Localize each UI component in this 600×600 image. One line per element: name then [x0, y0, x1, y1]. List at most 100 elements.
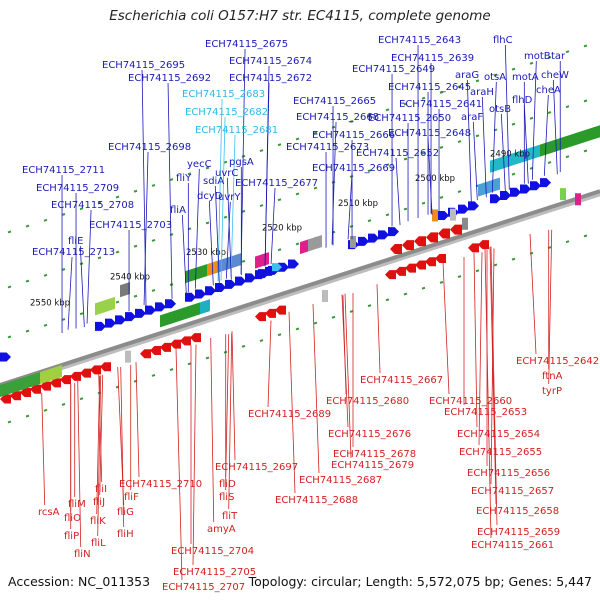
feature-marker: [462, 217, 468, 230]
label-leader-line: [331, 121, 337, 245]
upper-track-marker: [295, 242, 300, 246]
reverse-gene-arrow: [390, 244, 402, 255]
label-leader-line: [484, 248, 492, 539]
feature-block: [40, 364, 62, 385]
gene-label-forward: ECH74115_2666: [312, 130, 395, 141]
forward-gene-arrow: [95, 321, 106, 331]
feature-marker: [350, 235, 356, 248]
feature-marker: [432, 209, 438, 222]
label-leader-line: [267, 320, 272, 408]
feature-block: [120, 282, 130, 298]
upper-track-marker: [61, 268, 66, 271]
label-leader-line: [97, 375, 102, 537]
kbp-tick-label: 2520 kbp: [262, 223, 302, 233]
label-leader-line: [478, 252, 483, 446]
upper-track-marker: [439, 195, 444, 199]
forward-gene-arrow: [438, 211, 449, 221]
gene-label-forward: ECH74115_2711: [22, 165, 105, 176]
gene-label-reverse: amyA: [207, 524, 236, 535]
label-leader-line: [120, 367, 125, 528]
label-leader-line: [217, 98, 223, 282]
lower-track-marker: [565, 240, 570, 244]
gene-label-reverse: fliG: [117, 507, 134, 518]
forward-gene-arrow: [258, 269, 269, 279]
label-leader-line: [500, 113, 506, 192]
forward-gene-arrow: [215, 283, 226, 293]
gene-label-reverse: fliT: [222, 511, 238, 522]
upper-track-marker: [547, 111, 552, 114]
gene-label-forward: ECH74115_2639: [391, 53, 474, 64]
upper-track-marker: [583, 99, 588, 103]
gene-label-reverse: ECH74115_2655: [459, 447, 542, 458]
gene-label-forward: araG: [455, 70, 479, 81]
upper-track-marker: [133, 244, 138, 248]
gene-label-reverse: ECH74115_2704: [171, 546, 254, 557]
upper-track-marker: [421, 151, 426, 155]
label-leader-line: [230, 134, 236, 278]
gene-label-reverse: fliJ: [93, 497, 105, 508]
gene-label-forward: flhC: [493, 35, 513, 46]
upper-track-marker: [511, 67, 516, 71]
lower-track-marker: [313, 321, 318, 325]
reverse-gene-arrow: [70, 371, 81, 381]
forward-gene-arrow: [155, 302, 166, 312]
gene-label-forward: ECH74115_2645: [388, 82, 471, 93]
gene-label-reverse: fliF: [124, 492, 139, 503]
forward-gene-arrow: [205, 286, 216, 296]
feature-marker: [322, 289, 328, 302]
upper-track-marker: [205, 166, 210, 170]
gene-label-forward: araF: [461, 112, 483, 123]
forward-gene-arrow: [145, 305, 156, 315]
upper-track-marker: [475, 79, 480, 83]
gene-label-forward: fliE: [68, 236, 83, 247]
reverse-gene-arrow: [425, 257, 436, 267]
gene-label-forward: ECH74115_2709: [36, 183, 119, 194]
label-leader-line: [466, 79, 472, 203]
gene-label-forward: ECH74115_2641: [399, 99, 482, 110]
reverse-gene-arrow: [275, 305, 286, 315]
gene-label-reverse: ECH74115_2658: [476, 506, 559, 517]
label-leader-line: [552, 79, 558, 175]
gene-label-forward: motA: [512, 72, 539, 83]
reverse-gene-arrow: [190, 333, 201, 343]
gene-label-reverse: ECH74115_2659: [477, 527, 560, 538]
gene-label-forward: cheA: [536, 85, 561, 96]
label-leader-line: [543, 94, 549, 176]
forward-gene-arrow: [195, 289, 206, 299]
label-leader-line: [214, 185, 220, 284]
upper-track-marker: [421, 96, 426, 100]
kbp-tick-label: 2500 kbp: [415, 174, 455, 184]
feature-block: [540, 125, 600, 157]
gene-label-forward: ECH74115_2672: [229, 73, 312, 84]
forward-gene-arrow: [388, 227, 399, 237]
upper-track-marker: [511, 172, 516, 176]
forward-gene-arrow: [115, 315, 126, 325]
feature-block: [217, 253, 241, 273]
label-leader-line: [531, 60, 537, 180]
feature-block: [300, 238, 310, 255]
reverse-gene-arrow: [30, 384, 41, 394]
label-leader-line: [395, 157, 401, 226]
upper-track-marker: [511, 122, 516, 126]
gene-label-forward: tar: [551, 51, 566, 62]
upper-track-marker: [295, 192, 300, 196]
reverse-gene-arrow: [80, 368, 91, 378]
reverse-gene-arrow: [180, 336, 191, 346]
upper-track-marker: [25, 224, 30, 228]
gene-label-forward: otsA: [484, 72, 506, 83]
feature-marker: [450, 208, 456, 221]
label-leader-line: [96, 375, 101, 515]
lower-track-marker: [457, 275, 462, 279]
label-leader-line: [548, 229, 553, 385]
gene-label-reverse: ECH74115_2680: [326, 396, 409, 407]
upper-track-marker: [115, 300, 120, 304]
upper-track-marker: [205, 221, 210, 225]
lower-track-marker: [295, 327, 300, 331]
forward-gene-arrow: [540, 178, 551, 188]
lower-track-marker: [367, 304, 372, 308]
upper-track-marker: [223, 215, 228, 219]
gene-label-forward: otsB: [489, 104, 511, 115]
lower-track-marker: [187, 362, 192, 366]
gene-label-forward: ECH74115_2681: [195, 125, 278, 136]
forward-gene-arrow: [468, 201, 479, 211]
